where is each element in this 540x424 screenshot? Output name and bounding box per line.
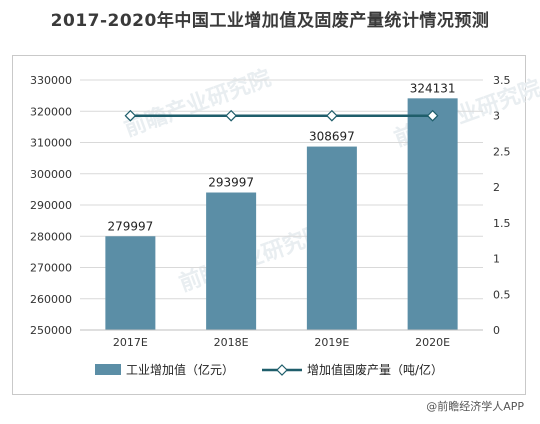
legend-line-marker	[276, 364, 288, 376]
y-right-tick-label: 1.5	[493, 217, 511, 230]
legend-bar-swatch	[95, 364, 121, 375]
bar	[407, 98, 458, 330]
line-point-marker	[426, 109, 439, 122]
y-left-tick-label: 290000	[30, 199, 72, 212]
y-right-tick-label: 3	[493, 110, 500, 123]
x-tick-label: 2018E	[214, 336, 249, 349]
chart-title: 2017-2020年中国工业增加值及固废产量统计情况预测	[50, 11, 490, 31]
y-right-tick-label: 1	[493, 253, 500, 266]
line-point-marker	[225, 109, 237, 122]
y-left-tick-label: 260000	[30, 293, 72, 306]
y-left-tick-label: 250000	[30, 324, 72, 337]
line-point-marker	[124, 109, 137, 122]
x-tick-label: 2017E	[113, 336, 148, 349]
bar	[105, 236, 156, 330]
source-credit: @前瞻经济学人APP	[426, 400, 524, 413]
y-right-tick-label: 2.5	[493, 145, 511, 158]
bar-data-label: 279997	[107, 219, 153, 233]
y-right-tick-label: 0.5	[493, 288, 511, 301]
y-right-tick-label: 2	[493, 181, 500, 194]
watermark-text: 前瞻产业研究院	[121, 65, 275, 142]
y-right-tick-label: 0	[493, 324, 500, 337]
bar-data-label: 293997	[208, 176, 254, 190]
y-left-tick-label: 320000	[30, 105, 72, 118]
bar-data-label: 308697	[309, 130, 355, 144]
chart-frame	[12, 55, 526, 395]
bar-data-label: 324131	[410, 81, 456, 95]
legend-line-label: 增加值固废产量（吨/亿）	[307, 362, 443, 377]
y-left-tick-label: 280000	[30, 230, 72, 243]
x-tick-label: 2020E	[415, 336, 450, 349]
x-tick-label: 2019E	[314, 336, 349, 349]
bar	[206, 192, 257, 330]
y-left-tick-label: 270000	[30, 262, 72, 275]
y-left-tick-label: 300000	[30, 168, 72, 181]
legend-bar-label: 工业增加值（亿元）	[126, 362, 234, 377]
line-point-marker	[326, 109, 338, 122]
y-right-tick-label: 3.5	[493, 74, 511, 87]
bar	[306, 146, 357, 330]
y-left-tick-label: 330000	[30, 74, 72, 87]
y-left-tick-label: 310000	[30, 137, 72, 150]
